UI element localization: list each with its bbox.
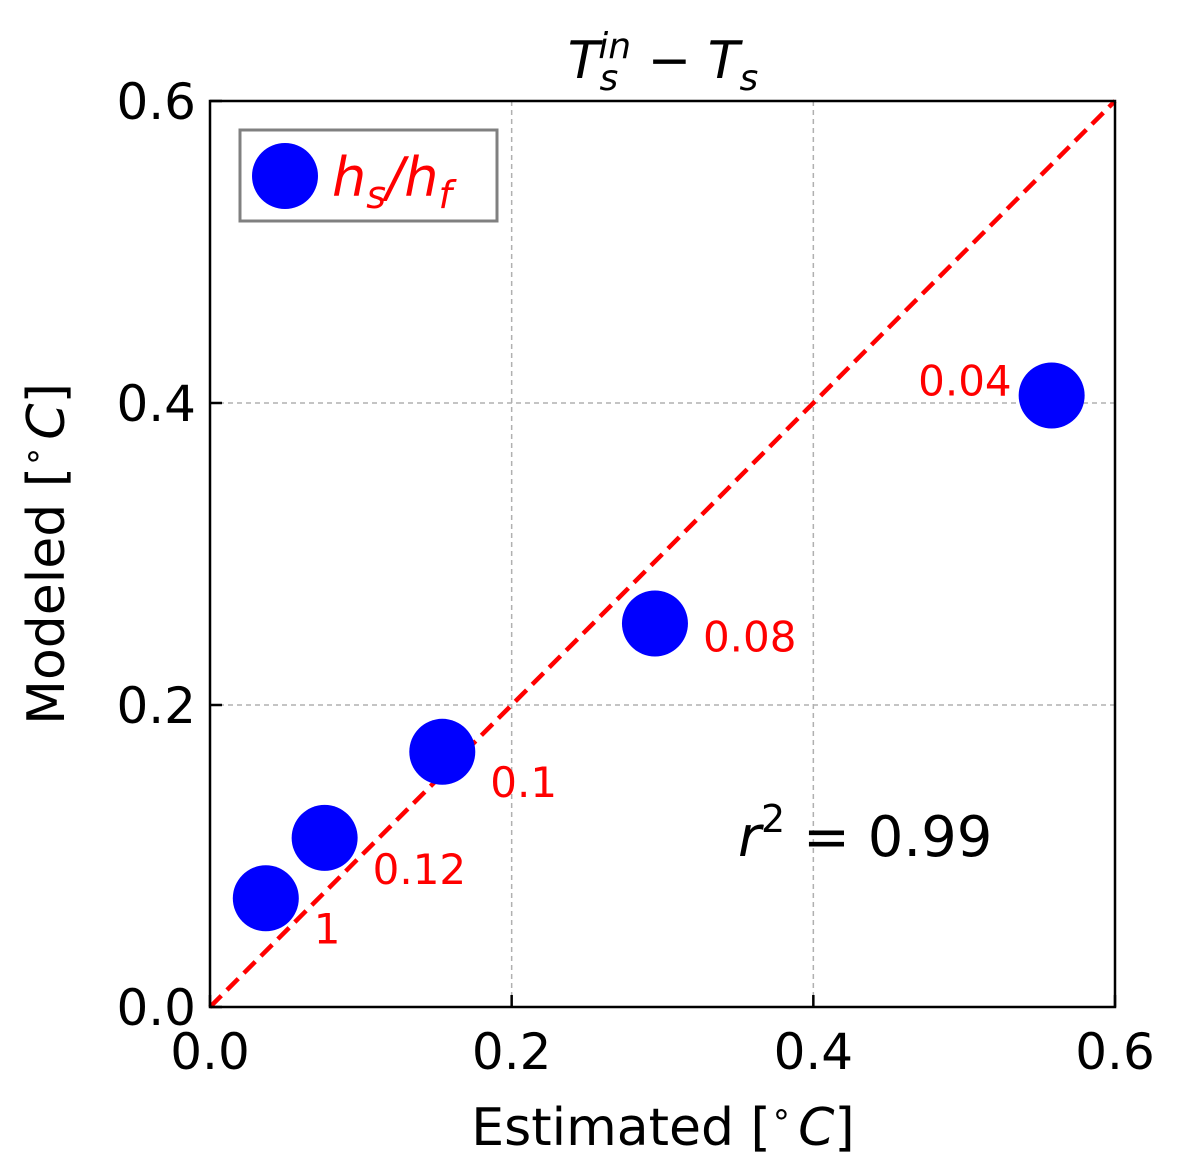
r-squared-annotation: r2 = 0.99 xyxy=(738,797,992,870)
data-point xyxy=(232,865,299,932)
data-point xyxy=(291,804,358,871)
point-label: 0.12 xyxy=(373,845,467,894)
y-tick-label: 0.6 xyxy=(116,73,196,131)
data-point xyxy=(1018,362,1085,429)
legend-marker xyxy=(252,143,318,209)
point-label: 0.08 xyxy=(703,612,797,661)
point-label: 0.04 xyxy=(918,356,1012,405)
plot-frame xyxy=(208,99,1117,1009)
x-tick-label: 0.2 xyxy=(472,1023,552,1081)
legend: hs/hf xyxy=(238,128,499,223)
ticks: 0.0 0.2 0.4 0.6 0.0 0.2 0.4 0.6 xyxy=(116,73,1154,1081)
x-tick-label: 0.4 xyxy=(774,1023,854,1081)
point-label: 0.1 xyxy=(490,758,557,807)
y-axis-label: Modeled [∘C] xyxy=(13,383,77,725)
x-axis-label: Estimated [∘ C] xyxy=(471,1094,854,1158)
data-point xyxy=(409,718,476,785)
x-tick-label: 0.0 xyxy=(170,1023,250,1081)
point-label: 1 xyxy=(314,904,341,953)
chart-title: Tsin − Ts xyxy=(568,26,759,99)
grid xyxy=(210,101,1115,1007)
x-tick-label: 0.6 xyxy=(1075,1023,1155,1081)
one-to-one-line xyxy=(208,99,1117,1009)
data-points: 1 0.12 0.1 0.08 0.04 xyxy=(232,356,1085,953)
y-tick-label: 0.0 xyxy=(116,979,196,1037)
data-point xyxy=(621,590,688,657)
y-tick-label: 0.2 xyxy=(116,677,196,735)
y-tick-label: 0.4 xyxy=(116,375,196,433)
